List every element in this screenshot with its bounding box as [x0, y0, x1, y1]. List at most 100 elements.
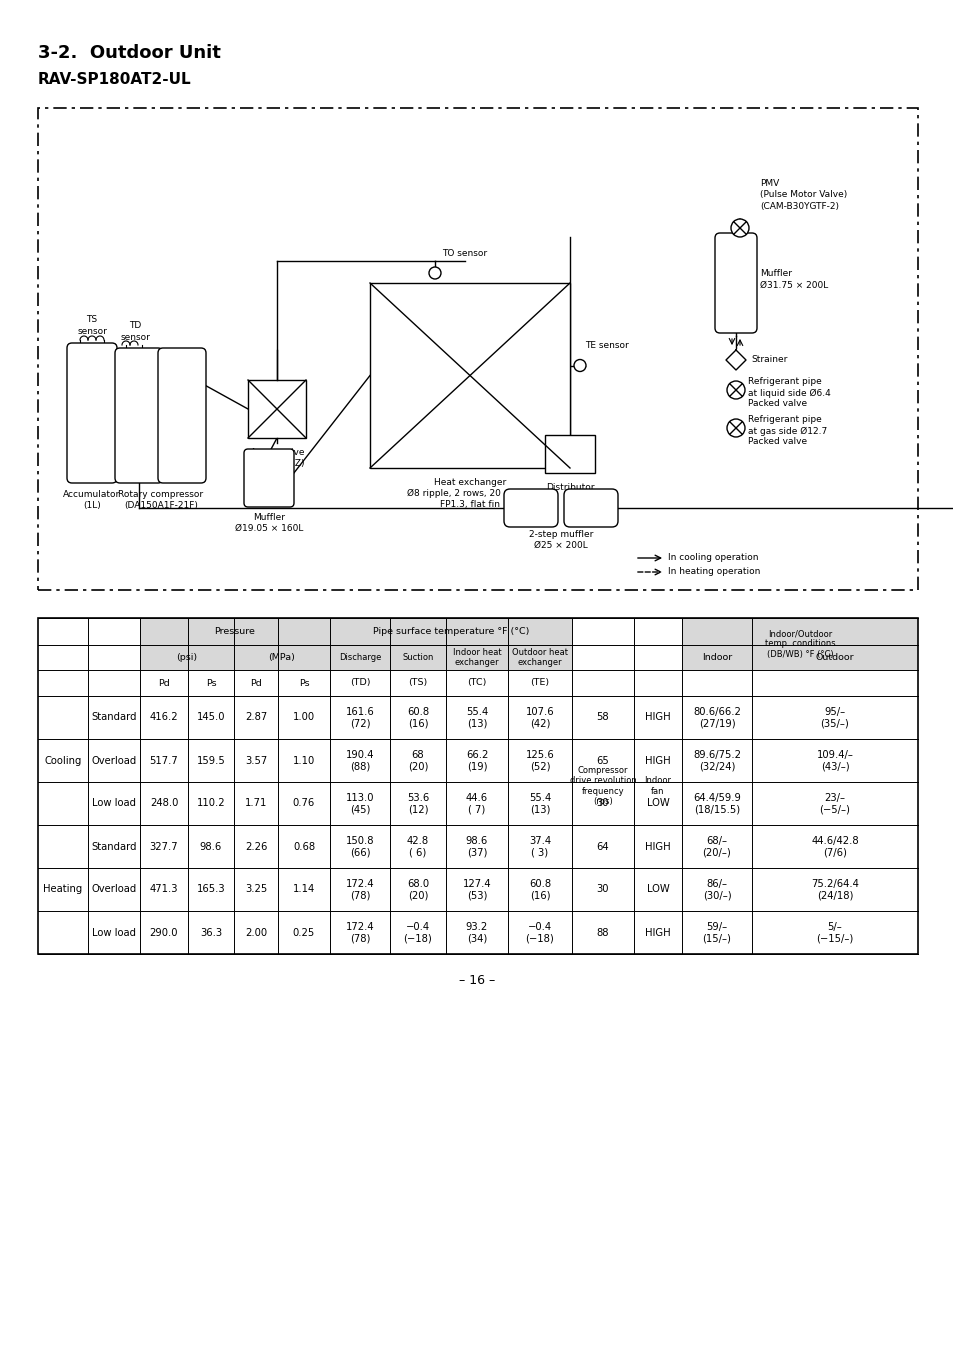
Circle shape: [429, 267, 440, 279]
Text: Strainer: Strainer: [750, 356, 786, 364]
Text: Pd: Pd: [250, 678, 262, 687]
Text: Standard: Standard: [91, 841, 136, 852]
Text: sensor: sensor: [120, 333, 150, 341]
Text: 150.8
(66): 150.8 (66): [345, 836, 374, 857]
Text: LOW: LOW: [646, 884, 669, 895]
Text: 0.25: 0.25: [293, 927, 314, 937]
FancyBboxPatch shape: [563, 489, 618, 527]
Text: 86/–
(30/–): 86/– (30/–): [702, 879, 731, 900]
Text: 2-step muffler: 2-step muffler: [528, 530, 593, 539]
Text: 68.0
(20): 68.0 (20): [407, 879, 429, 900]
Text: 88: 88: [597, 927, 609, 937]
Text: 0.68: 0.68: [293, 841, 314, 852]
Text: 1.10: 1.10: [293, 755, 314, 766]
Text: 327.7: 327.7: [150, 841, 178, 852]
Circle shape: [726, 419, 744, 437]
Text: 159.5: 159.5: [196, 755, 225, 766]
Text: 165.3: 165.3: [196, 884, 225, 895]
Text: HIGH: HIGH: [644, 755, 670, 766]
Text: Heat exchanger: Heat exchanger: [434, 479, 506, 487]
Text: Indoor
fan: Indoor fan: [644, 776, 671, 795]
Text: 44.6
( 7): 44.6 ( 7): [465, 793, 488, 814]
Text: TE sensor: TE sensor: [584, 341, 628, 350]
Bar: [38, 108, 917, 590]
Text: 66.2
(19): 66.2 (19): [465, 749, 488, 771]
Text: Refrigerant pipe: Refrigerant pipe: [747, 377, 821, 387]
Text: (Pulse Motor Valve): (Pulse Motor Valve): [760, 190, 846, 200]
Text: 127.4
(53): 127.4 (53): [462, 879, 491, 900]
Text: 0.76: 0.76: [293, 798, 314, 809]
Text: 172.4
(78): 172.4 (78): [345, 879, 374, 900]
Text: Overload: Overload: [91, 884, 136, 895]
Text: 98.6: 98.6: [200, 841, 222, 852]
Text: PMV: PMV: [760, 178, 779, 187]
Text: 110.2: 110.2: [196, 798, 225, 809]
Text: Outdoor: Outdoor: [815, 652, 854, 662]
Text: 53.6
(12): 53.6 (12): [406, 793, 429, 814]
Text: 4-way valve: 4-way valve: [250, 448, 304, 457]
Text: 30: 30: [597, 798, 609, 809]
Text: 68
(20): 68 (20): [407, 749, 428, 771]
Text: 23/–
(−5/–): 23/– (−5/–): [819, 793, 849, 814]
Text: 98.6
(37): 98.6 (37): [465, 836, 488, 857]
Text: Pd: Pd: [158, 678, 170, 687]
Text: – 16 –: – 16 –: [458, 973, 495, 987]
Circle shape: [730, 218, 748, 237]
Text: 109.4/–
(43/–): 109.4/– (43/–): [816, 749, 853, 771]
Circle shape: [574, 360, 585, 372]
Text: HIGH: HIGH: [644, 927, 670, 937]
Text: 89.6/75.2
(32/24): 89.6/75.2 (32/24): [692, 749, 740, 771]
Text: Cooling: Cooling: [44, 755, 82, 766]
FancyBboxPatch shape: [244, 449, 294, 507]
Text: In heating operation: In heating operation: [667, 568, 760, 577]
Text: LOW: LOW: [646, 798, 669, 809]
Text: Ø8 ripple, 2 rows, 20 stages: Ø8 ripple, 2 rows, 20 stages: [406, 489, 533, 499]
Text: −0.4
(−18): −0.4 (−18): [525, 922, 554, 944]
Text: Distributor: Distributor: [545, 483, 594, 492]
Text: 248.0: 248.0: [150, 798, 178, 809]
Text: 2.87: 2.87: [245, 713, 267, 723]
Text: Suction: Suction: [402, 652, 434, 662]
Text: 64.4/59.9
(18/15.5): 64.4/59.9 (18/15.5): [692, 793, 740, 814]
Text: at gas side Ø12.7: at gas side Ø12.7: [747, 426, 826, 435]
FancyBboxPatch shape: [714, 233, 757, 333]
Text: FP1.3, flat fin: FP1.3, flat fin: [439, 500, 499, 510]
Text: 55.4
(13): 55.4 (13): [528, 793, 551, 814]
Text: (CAM-B30YGTF-2): (CAM-B30YGTF-2): [760, 202, 838, 212]
Text: 161.6
(72): 161.6 (72): [345, 706, 374, 728]
Text: 1.14: 1.14: [293, 884, 314, 895]
Text: Low load: Low load: [91, 798, 136, 809]
Text: 145.0: 145.0: [196, 713, 225, 723]
Text: 65: 65: [596, 755, 609, 766]
Text: RAV-SP180AT2-UL: RAV-SP180AT2-UL: [38, 73, 192, 88]
Text: 30: 30: [597, 884, 609, 895]
Text: 5/–
(−15/–): 5/– (−15/–): [816, 922, 853, 944]
Text: 2.00: 2.00: [245, 927, 267, 937]
Text: 190.4
(88): 190.4 (88): [345, 749, 374, 771]
Text: HIGH: HIGH: [644, 713, 670, 723]
Text: 1.71: 1.71: [245, 798, 267, 809]
Text: −0.4
(−18): −0.4 (−18): [403, 922, 432, 944]
Text: 36.3: 36.3: [200, 927, 222, 937]
Text: (DA150A1F-21F): (DA150A1F-21F): [124, 501, 197, 510]
Text: Muffler: Muffler: [253, 514, 285, 522]
Text: Ps: Ps: [298, 678, 309, 687]
Text: 3-2.  Outdoor Unit: 3-2. Outdoor Unit: [38, 44, 221, 62]
Text: Pressure: Pressure: [214, 627, 255, 636]
Text: 3.57: 3.57: [245, 755, 267, 766]
Text: (STF-0213Z): (STF-0213Z): [249, 460, 304, 468]
Bar: [248, 380, 306, 438]
Text: (psi): (psi): [176, 652, 197, 662]
Bar: [370, 283, 569, 468]
Text: Indoor heat
exchanger: Indoor heat exchanger: [453, 648, 500, 667]
Text: Ø19.05 × 160L: Ø19.05 × 160L: [234, 524, 303, 532]
Text: 172.4
(78): 172.4 (78): [345, 922, 374, 944]
Text: HIGH: HIGH: [644, 841, 670, 852]
Text: In cooling operation: In cooling operation: [667, 554, 758, 562]
Text: Ps: Ps: [206, 678, 216, 687]
Text: 58: 58: [596, 713, 609, 723]
Text: Muffler: Muffler: [760, 268, 791, 278]
Text: (1L): (1L): [83, 501, 101, 510]
Text: 55.4
(13): 55.4 (13): [465, 706, 488, 728]
Text: 290.0: 290.0: [150, 927, 178, 937]
